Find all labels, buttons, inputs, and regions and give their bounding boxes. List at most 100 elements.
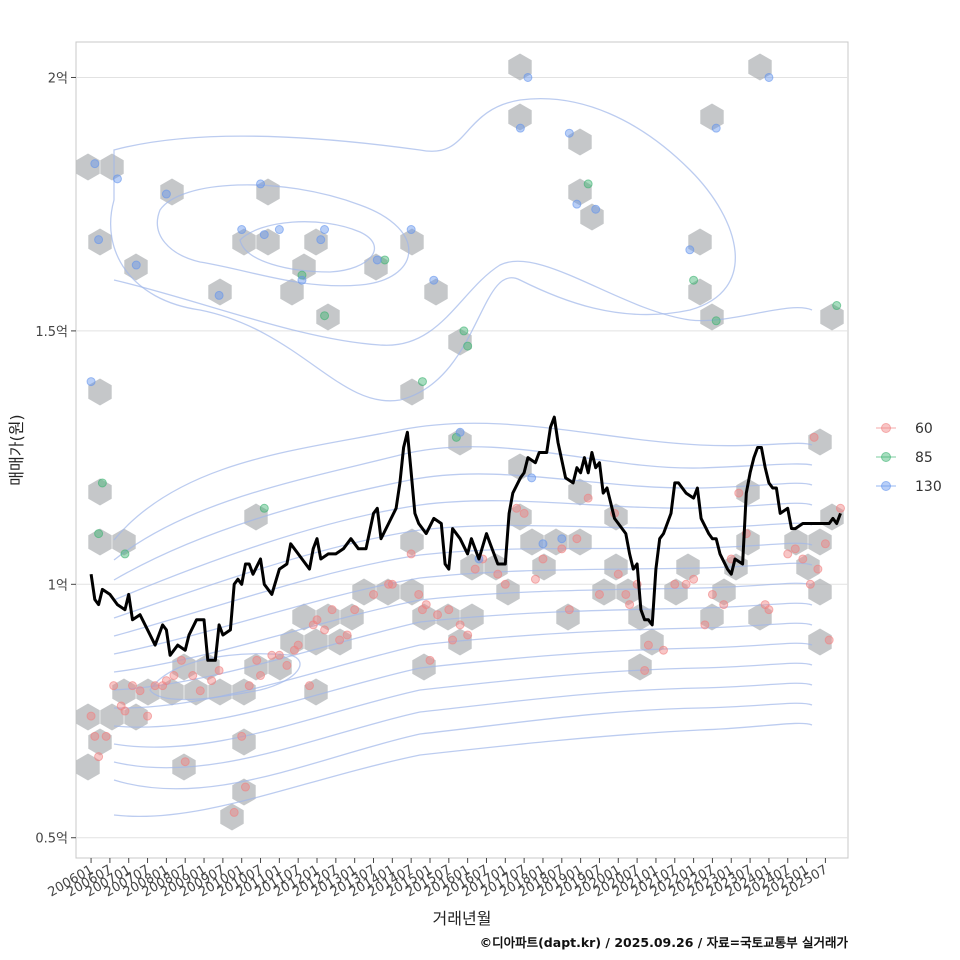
hexbin-cell: [352, 578, 376, 606]
point-130: [274, 225, 284, 235]
hexbin-cell: [88, 228, 112, 256]
point-85: [94, 529, 104, 539]
hexbin-cell: [808, 628, 832, 656]
hexbin-cell: [676, 553, 700, 581]
point-130: [90, 159, 100, 169]
hexbin-cell: [160, 178, 184, 206]
hexbin-cell: [304, 228, 328, 256]
point-85: [380, 255, 390, 265]
hexbin-cell: [76, 153, 100, 181]
point-60: [369, 589, 379, 599]
point-60: [444, 605, 454, 615]
point-60: [640, 665, 650, 675]
point-60: [237, 731, 247, 741]
point-60: [304, 681, 314, 691]
point-60: [783, 549, 793, 559]
point-130: [591, 204, 601, 214]
hexbin-cell: [508, 103, 532, 131]
point-60: [707, 589, 717, 599]
legend-label: 60: [915, 421, 933, 437]
point-60: [342, 630, 352, 640]
point-60: [274, 650, 284, 660]
point-60: [594, 589, 604, 599]
hexbin-cell: [700, 103, 724, 131]
point-130: [455, 427, 465, 437]
point-60: [493, 569, 503, 579]
hexbin-cell: [100, 703, 124, 731]
point-60: [161, 676, 171, 686]
point-60: [207, 676, 217, 686]
point-60: [470, 564, 480, 574]
legend-key-point: [881, 452, 891, 462]
point-60: [643, 640, 653, 650]
point-130: [86, 377, 96, 387]
point-130: [259, 230, 269, 240]
hexbin-cell: [556, 603, 580, 631]
hexbin-cell: [400, 528, 424, 556]
point-130: [527, 473, 537, 483]
hexbin-cell: [364, 253, 388, 281]
hexbin-cell: [496, 578, 520, 606]
hexbin-cell: [88, 728, 112, 756]
point-130: [237, 225, 247, 235]
point-60: [90, 731, 100, 741]
point-60: [564, 605, 574, 615]
y-axis-title: 매매가(원): [7, 414, 26, 485]
hexbin-cell: [112, 678, 136, 706]
point-60: [86, 711, 96, 721]
point-130: [316, 235, 326, 245]
point-60: [658, 645, 668, 655]
hexbin-cell: [784, 528, 808, 556]
point-60: [240, 782, 250, 792]
point-130: [256, 179, 266, 189]
y-axis: 0.5억 1억 1.5억 2억: [35, 71, 76, 847]
legend-label: 85: [915, 450, 933, 466]
point-60: [101, 731, 111, 741]
hexbin-cell: [808, 528, 832, 556]
legend-key-point: [881, 423, 891, 433]
point-60: [764, 605, 774, 615]
point-60: [244, 681, 254, 691]
hexbin-cell: [616, 578, 640, 606]
hexbin-cell: [568, 478, 592, 506]
point-60: [327, 605, 337, 615]
point-60: [820, 539, 830, 549]
point-60: [188, 671, 198, 681]
point-130: [711, 123, 721, 133]
point-60: [538, 554, 548, 564]
point-85: [583, 179, 593, 189]
point-85: [459, 326, 469, 336]
hexbin-cell: [424, 278, 448, 306]
point-60: [252, 655, 262, 665]
hexbin-cell: [448, 628, 472, 656]
point-60: [621, 589, 631, 599]
point-60: [689, 574, 699, 584]
point-130: [515, 123, 525, 133]
hexbin-cell: [712, 578, 736, 606]
point-85: [711, 316, 721, 326]
point-130: [320, 225, 330, 235]
point-60: [109, 681, 119, 691]
hexbin-cell: [280, 278, 304, 306]
hexbin-cell: [748, 53, 772, 81]
point-60: [625, 600, 635, 610]
hexbin-cell: [340, 603, 364, 631]
hexbin-cell: [628, 603, 652, 631]
hexbin-cell: [688, 278, 712, 306]
point-130: [429, 275, 439, 285]
hexbin-cell: [568, 178, 592, 206]
point-130: [406, 225, 416, 235]
hexbin-cell: [304, 678, 328, 706]
point-130: [685, 245, 695, 255]
hexbin-cell: [88, 378, 112, 406]
point-60: [406, 549, 416, 559]
point-60: [320, 625, 330, 635]
hexbin-cell: [400, 228, 424, 256]
point-60: [512, 503, 522, 513]
hexbin-cell: [232, 228, 256, 256]
x-axis-title: 거래년월: [433, 909, 492, 928]
hexbin-cell: [700, 303, 724, 331]
point-85: [97, 478, 107, 488]
hexbin-cell: [304, 628, 328, 656]
